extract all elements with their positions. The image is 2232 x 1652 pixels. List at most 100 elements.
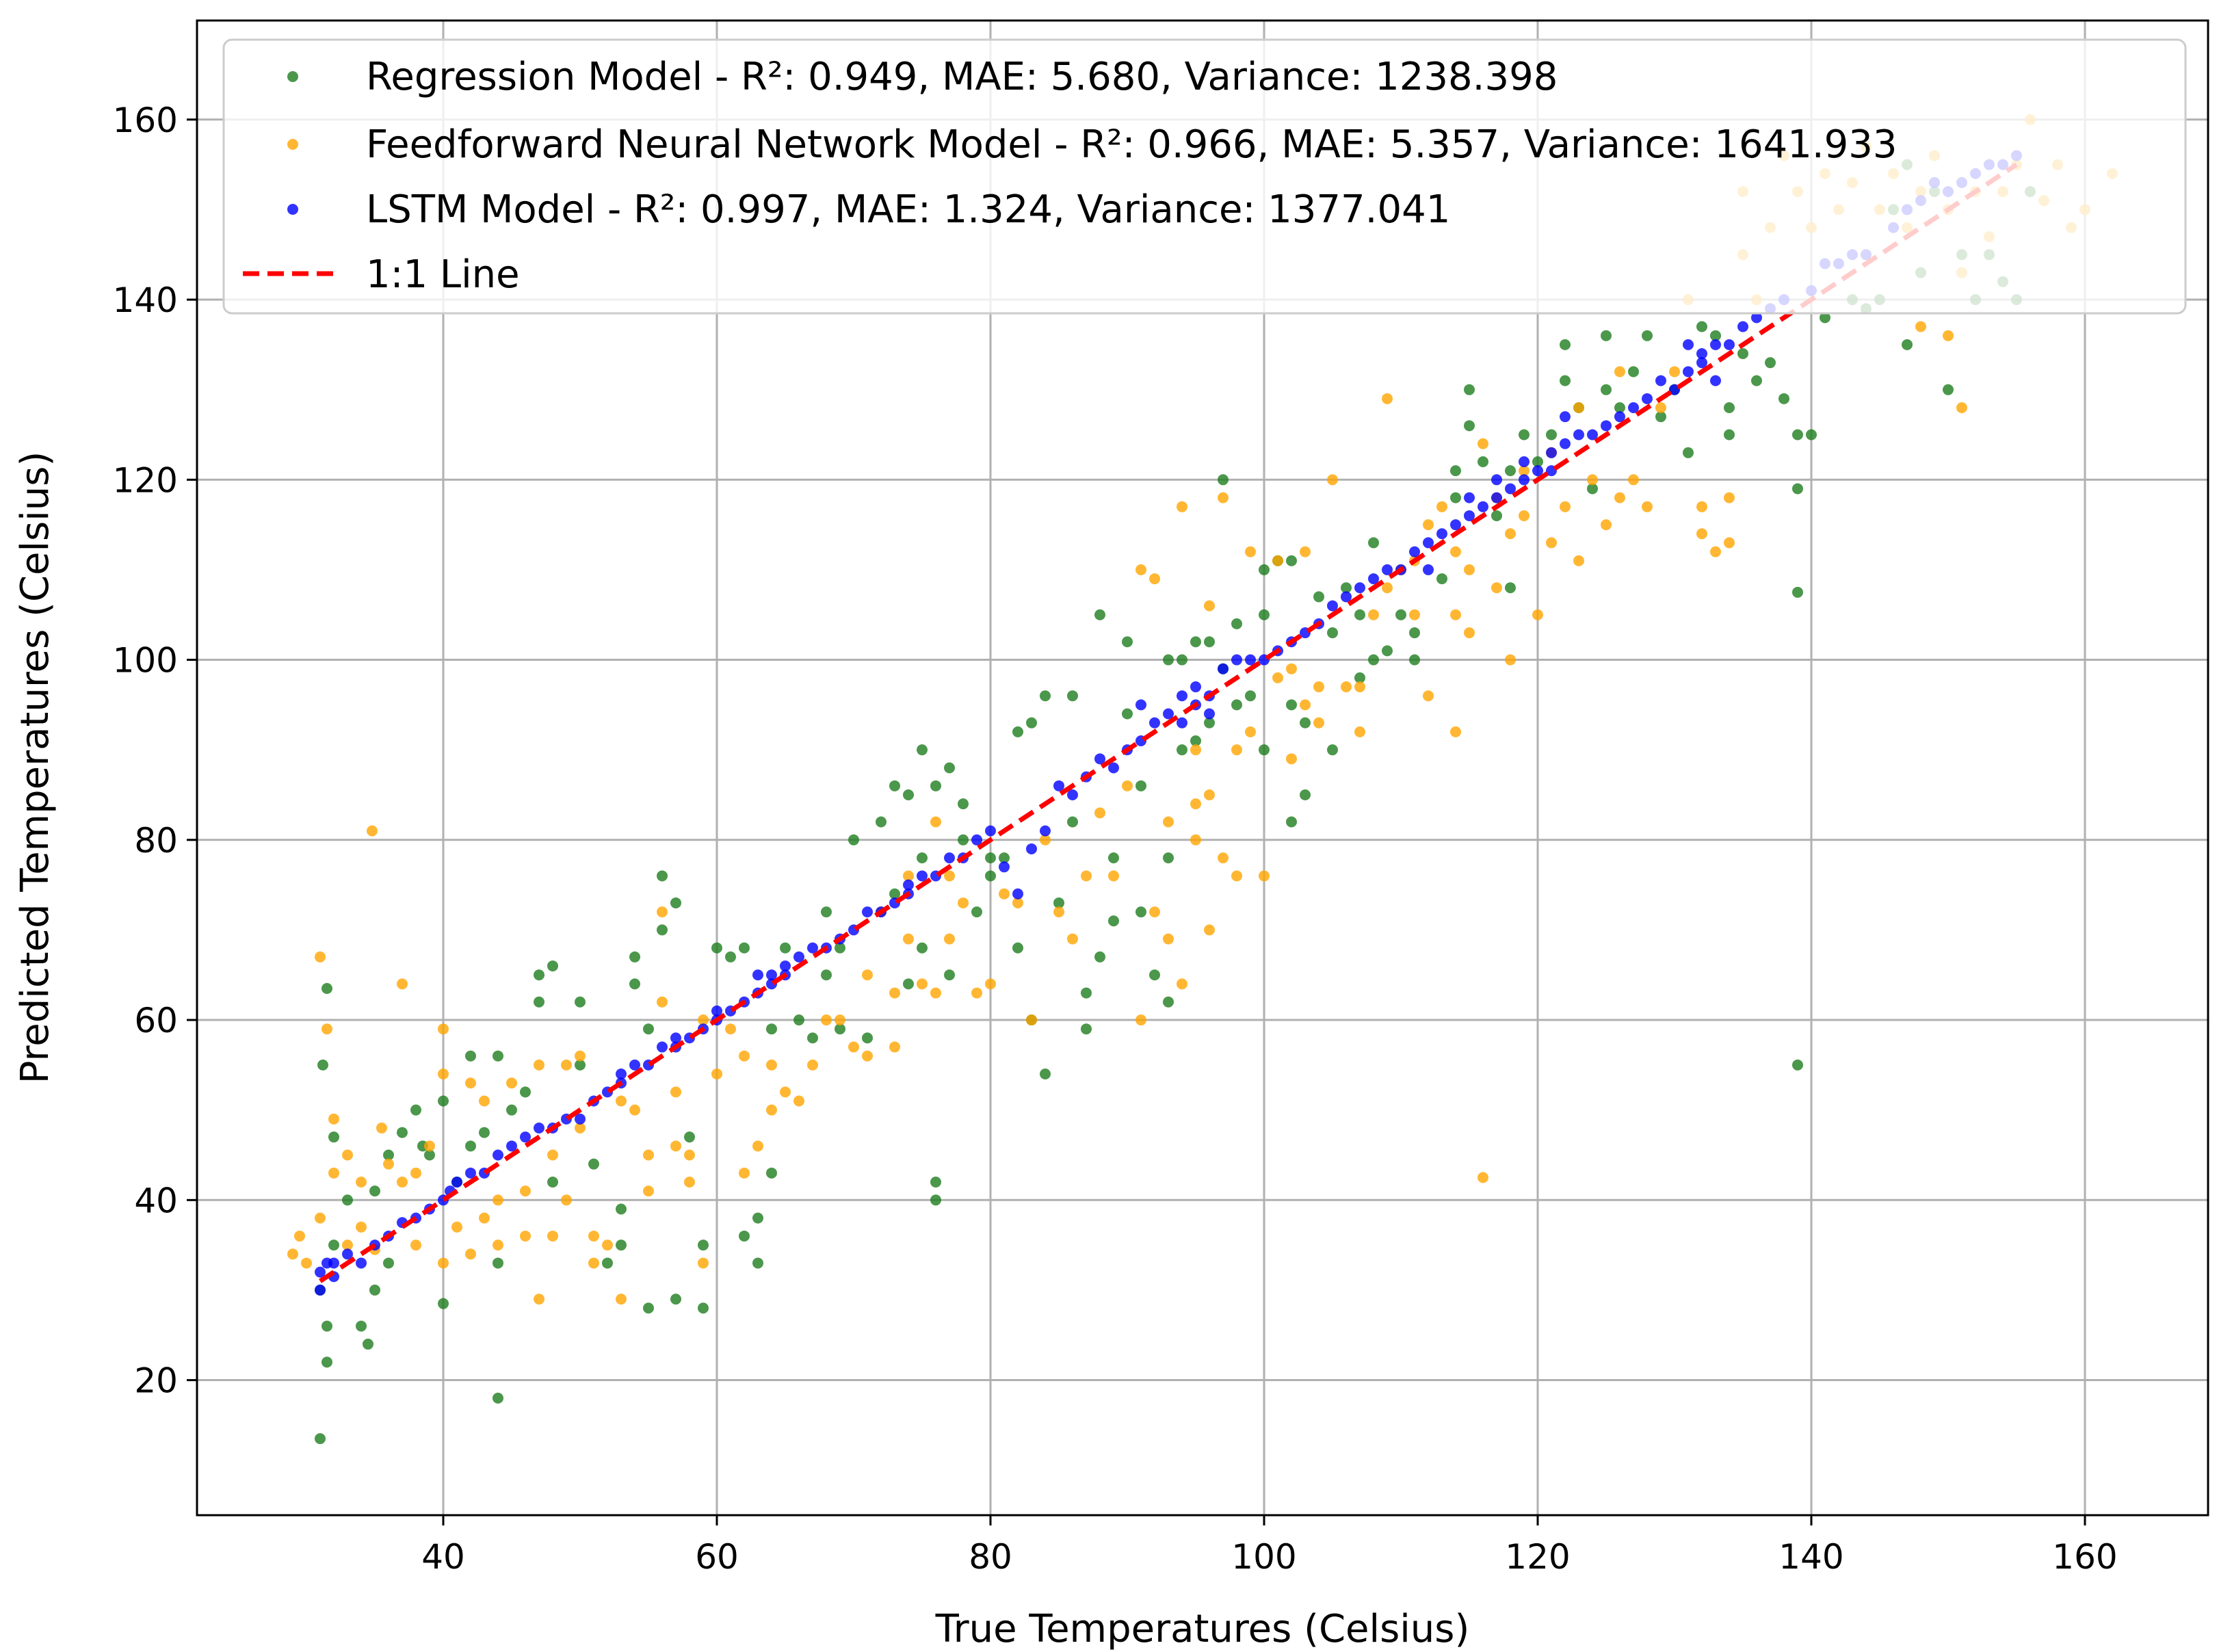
regression-point	[917, 852, 928, 864]
regression-point	[643, 1023, 654, 1035]
feedforward-point	[684, 1149, 695, 1161]
feedforward-point	[1587, 474, 1598, 486]
regression-point	[1546, 429, 1557, 441]
feedforward-point	[397, 1176, 408, 1188]
feedforward-point	[588, 1257, 599, 1269]
feedforward-point	[1259, 870, 1270, 882]
feedforward-point	[739, 1050, 750, 1062]
feedforward-point	[424, 1140, 435, 1152]
regression-point	[369, 1284, 380, 1296]
regression-point	[438, 1298, 449, 1309]
feedforward-point	[1614, 492, 1625, 503]
feedforward-point	[561, 1059, 572, 1071]
feedforward-point	[321, 1023, 332, 1035]
regression-point	[1081, 987, 1092, 999]
regression-point	[1450, 492, 1461, 503]
feedforward-point	[1491, 582, 1502, 594]
regression-point	[363, 1338, 373, 1350]
regression-point	[739, 942, 750, 954]
lstm-point	[1409, 546, 1420, 558]
regression-point	[807, 1032, 818, 1044]
regression-point	[1601, 330, 1612, 341]
feedforward-point	[1519, 510, 1529, 521]
regression-point	[493, 1392, 503, 1404]
feedforward-point	[1450, 726, 1461, 737]
regression-point	[547, 1176, 558, 1188]
feedforward-point	[903, 870, 914, 882]
regression-point	[1341, 582, 1352, 594]
legend: Regression Model - R²: 0.949, MAE: 5.680…	[222, 38, 2187, 315]
feedforward-point	[1218, 852, 1229, 864]
lstm-point	[1601, 420, 1612, 432]
feedforward-point	[356, 1176, 367, 1188]
regression-point	[698, 1240, 709, 1251]
feedforward-point	[315, 951, 326, 962]
legend-box	[222, 38, 2187, 315]
legend-label-lstm: LSTM Model - R²: 0.997, MAE: 1.324, Vari…	[366, 187, 1450, 232]
regression-point	[1177, 744, 1187, 756]
feedforward-point	[1286, 753, 1297, 765]
regression-point	[1628, 366, 1639, 378]
lstm-point	[342, 1248, 353, 1260]
y-tick-label: 20	[134, 1361, 178, 1401]
lstm-point	[1382, 564, 1393, 575]
regression-point	[1902, 339, 1913, 350]
lstm-point	[356, 1257, 367, 1269]
feedforward-point	[1190, 798, 1201, 810]
feedforward-point	[643, 1149, 654, 1161]
regression-point	[793, 1014, 804, 1026]
lstm-point	[575, 1113, 586, 1125]
feedforward-point	[862, 969, 873, 981]
feedforward-point	[342, 1149, 353, 1161]
lstm-point	[1696, 357, 1707, 369]
lstm-point	[1245, 654, 1256, 666]
y-tick-label: 40	[134, 1181, 178, 1220]
feedforward-point	[1409, 609, 1420, 620]
feedforward-point	[1231, 870, 1242, 882]
regression-point	[1696, 321, 1707, 332]
feedforward-point	[451, 1221, 462, 1233]
legend-label-feedforward: Feedforward Neural Network Model - R²: 0…	[366, 122, 1898, 167]
feedforward-point	[561, 1194, 572, 1206]
regression-point	[1108, 852, 1119, 864]
feedforward-point	[575, 1050, 586, 1062]
y-tick-label: 120	[113, 460, 178, 500]
regression-point	[588, 1158, 599, 1170]
regression-point	[1190, 636, 1201, 648]
regression-point	[752, 1212, 763, 1224]
feedforward-point	[766, 1104, 777, 1116]
feedforward-point	[930, 816, 941, 828]
feedforward-point	[752, 1140, 763, 1152]
feedforward-point	[1300, 546, 1311, 558]
lstm-point	[1094, 753, 1105, 765]
lstm-point	[1696, 348, 1707, 360]
feedforward-point	[342, 1240, 353, 1251]
lstm-point	[328, 1257, 339, 1269]
lstm-point	[752, 969, 763, 981]
regression-point	[903, 789, 914, 800]
feedforward-point	[465, 1077, 476, 1089]
feedforward-point	[889, 1041, 900, 1053]
regression-point	[889, 888, 900, 900]
lstm-point	[1491, 492, 1502, 503]
feedforward-point	[1190, 834, 1201, 845]
feedforward-point	[367, 825, 378, 837]
feedforward-point	[889, 987, 900, 999]
feedforward-point	[520, 1230, 531, 1242]
regression-point	[1710, 330, 1721, 341]
regression-point	[1163, 852, 1174, 864]
feedforward-point	[1067, 933, 1078, 945]
lstm-point	[315, 1284, 326, 1296]
regression-point	[862, 1032, 873, 1044]
regression-point	[1327, 627, 1338, 639]
regression-point	[1943, 384, 1954, 395]
regression-point	[424, 1149, 435, 1161]
feedforward-point	[438, 1257, 449, 1269]
x-axis-label: True Temperatures (Celsius)	[935, 1607, 1470, 1651]
regression-point	[465, 1050, 476, 1062]
regression-point	[493, 1050, 503, 1062]
regression-point	[766, 1167, 777, 1179]
regression-point	[1792, 1059, 1803, 1071]
regression-point	[1614, 402, 1625, 413]
feedforward-point	[1053, 906, 1064, 918]
